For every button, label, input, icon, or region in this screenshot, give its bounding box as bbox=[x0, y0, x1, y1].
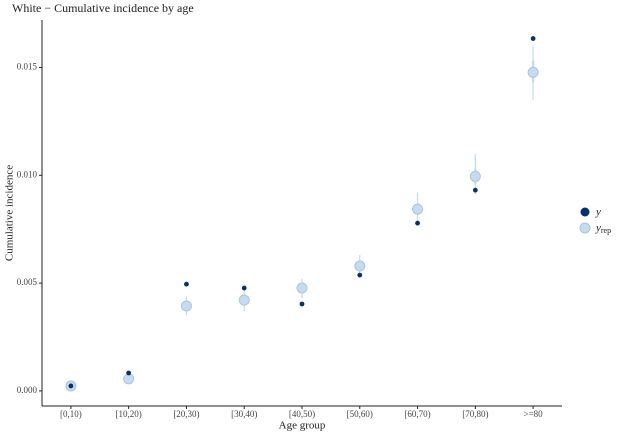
y-axis-label: Cumulative incidence bbox=[4, 165, 16, 261]
y-tick-label: 0.015 bbox=[17, 62, 38, 72]
y-tick-label: 0.000 bbox=[17, 385, 38, 395]
legend-swatch bbox=[580, 207, 590, 217]
x-tick-label: [0,10) bbox=[60, 409, 82, 419]
yrep-point bbox=[296, 282, 308, 294]
yrep-point bbox=[469, 170, 481, 182]
yrep-point bbox=[180, 300, 192, 312]
x-tick-label: [10,20) bbox=[116, 409, 142, 419]
y-tick-label: 0.010 bbox=[17, 169, 38, 179]
legend-label: yrep bbox=[595, 222, 611, 235]
y-point bbox=[184, 281, 189, 287]
legend-label: y bbox=[595, 206, 601, 218]
y-point bbox=[126, 370, 132, 376]
x-tick-label: [40,50) bbox=[289, 409, 315, 419]
x-tick-label: >=80 bbox=[524, 409, 544, 419]
y-point bbox=[241, 285, 247, 291]
yrep-point bbox=[354, 260, 366, 272]
legend-swatch bbox=[579, 222, 591, 234]
y-point bbox=[357, 272, 363, 278]
y-point bbox=[530, 36, 536, 41]
y-tick-label: 0.005 bbox=[17, 277, 38, 287]
x-tick-label: [20,30) bbox=[173, 409, 199, 419]
y-point bbox=[68, 383, 74, 389]
x-tick-label: [50,60) bbox=[347, 409, 373, 419]
y-point bbox=[472, 187, 478, 193]
x-tick-label: [60,70) bbox=[404, 409, 430, 419]
y-point bbox=[299, 301, 305, 307]
x-tick-label: [70,80) bbox=[462, 409, 488, 419]
yrep-point bbox=[412, 203, 424, 215]
y-point bbox=[415, 220, 420, 226]
yrep-point bbox=[238, 294, 250, 306]
yrep-point bbox=[527, 66, 539, 78]
x-tick-label: [30,40) bbox=[231, 409, 257, 419]
chart-title: White − Cumulative incidence by age bbox=[12, 1, 194, 15]
x-axis-label: Age group bbox=[279, 420, 326, 432]
